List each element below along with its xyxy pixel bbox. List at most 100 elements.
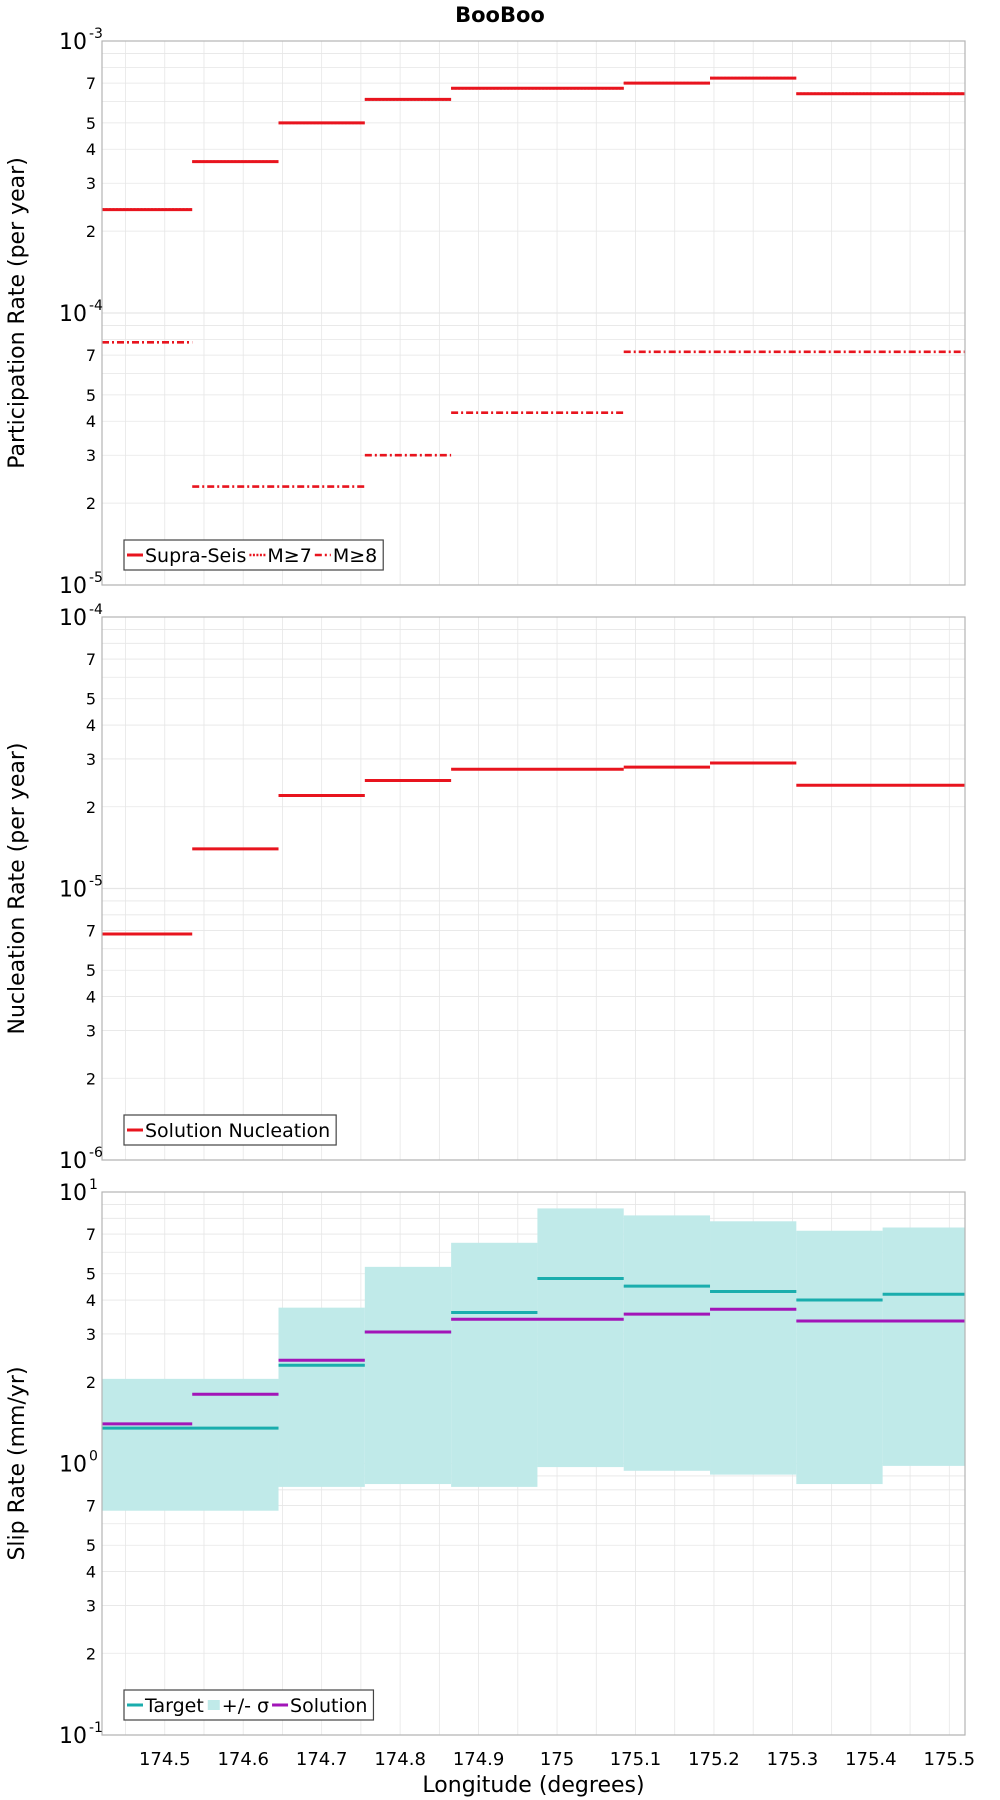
x-tick: 174.5 <box>139 1749 191 1770</box>
y-minor-tick: 2 <box>86 494 96 513</box>
band-segment <box>364 1266 452 1485</box>
legend-label: Supra-Seis <box>145 545 246 567</box>
y-minor-tick: 2 <box>86 1644 96 1663</box>
band-segment <box>623 1215 711 1471</box>
y-minor-tick: 7 <box>86 650 96 669</box>
y-minor-tick: 2 <box>86 1373 96 1392</box>
legend-box <box>123 1114 337 1146</box>
y-major-tick-exp: -4 <box>89 602 103 618</box>
y-major-tick: 10 <box>59 1149 87 1174</box>
legend-label: Solution <box>290 1695 367 1717</box>
x-tick: 175.2 <box>688 1749 740 1770</box>
y-minor-tick: 4 <box>86 412 96 431</box>
y-minor-tick: 4 <box>86 140 96 159</box>
y-minor-tick: 5 <box>86 1536 96 1555</box>
x-tick: 175.5 <box>924 1749 976 1770</box>
x-tick: 174.8 <box>374 1749 426 1770</box>
y-major-tick: 10 <box>59 1453 87 1478</box>
legend-box <box>123 1689 375 1721</box>
grid-lines <box>102 617 965 1161</box>
y-major-tick: 10 <box>59 878 87 903</box>
y-major-tick-exp: 1 <box>89 1177 98 1193</box>
band-segment <box>537 1208 624 1468</box>
y-major-tick: 10 <box>59 1181 87 1206</box>
y-major-tick: 10 <box>59 30 87 55</box>
legend-label: Solution Nucleation <box>145 1120 330 1142</box>
x-tick: 174.9 <box>453 1749 505 1770</box>
band-segment <box>710 1221 797 1475</box>
y-minor-tick: 3 <box>86 1325 96 1344</box>
band-segment <box>278 1307 365 1487</box>
legend: Solution Nucleation <box>123 1114 337 1146</box>
band-segment <box>102 1378 279 1511</box>
y-minor-tick: 7 <box>86 1497 96 1516</box>
band-segment <box>451 1242 538 1487</box>
y-minor-tick: 5 <box>86 114 96 133</box>
x-tick: 175.4 <box>845 1749 897 1770</box>
x-tick: 174.7 <box>296 1749 348 1770</box>
y-minor-tick: 2 <box>86 798 96 817</box>
y-minor-tick: 3 <box>86 750 96 769</box>
y-minor-tick: 7 <box>86 74 96 93</box>
y-minor-tick: 7 <box>86 346 96 365</box>
series-m-8 <box>102 341 965 488</box>
x-tick: 175 <box>540 1749 574 1770</box>
x-axis-label: Longitude (degrees) <box>422 1773 644 1798</box>
grid-lines <box>102 41 965 586</box>
y-major-tick-exp: -4 <box>89 298 103 314</box>
y-minor-tick: 7 <box>86 922 96 941</box>
band-segment <box>796 1230 883 1485</box>
y-minor-tick: 2 <box>86 222 96 241</box>
y-minor-tick: 3 <box>86 174 96 193</box>
figure-title: BooBoo <box>455 3 545 27</box>
y-minor-tick: 5 <box>86 386 96 405</box>
x-tick-labels: 174.5 174.6 174.7 174.8 174.9 175 175.1 175.2 17… <box>139 1749 975 1770</box>
y-minor-tick: 5 <box>86 1265 96 1284</box>
y-major-tick: 10 <box>59 1724 87 1749</box>
y-major-tick-exp: 0 <box>89 1449 98 1465</box>
legend-label: +/- σ <box>222 1695 269 1717</box>
band-segment <box>882 1227 965 1466</box>
plot-frame <box>101 1191 966 1736</box>
series-m-7 <box>102 76 965 211</box>
y-major-tick-exp: -3 <box>89 26 103 42</box>
y-major-tick: 10 <box>59 302 87 327</box>
series-supra-seis <box>102 76 965 212</box>
y-minor-tick: 4 <box>86 716 96 735</box>
plot-frame <box>101 40 966 586</box>
y-minor-tick: 5 <box>86 690 96 709</box>
y-minor-tick: 4 <box>86 988 96 1007</box>
legend: Supra-Seis M≥7 M≥8 <box>123 539 384 571</box>
y-major-tick-exp: -6 <box>89 1145 103 1161</box>
y-minor-tick: 2 <box>86 1069 96 1088</box>
y-minor-tick: 4 <box>86 1563 96 1582</box>
x-tick: 175.1 <box>610 1749 662 1770</box>
y-major-tick: 10 <box>59 606 87 631</box>
legend-label: Target <box>144 1695 204 1717</box>
y-axis-label: Nucleation Rate (per year) <box>5 743 30 1035</box>
sigma-band <box>102 1208 965 1511</box>
y-minor-tick: 7 <box>86 1225 96 1244</box>
legend-label: M≥7 <box>267 545 311 567</box>
legend-label: M≥8 <box>333 545 377 567</box>
y-major-tick-exp: -1 <box>89 1720 103 1736</box>
y-axis-label: Participation Rate (per year) <box>5 157 30 469</box>
y-major-tick-exp: -5 <box>89 874 103 890</box>
y-minor-tick: 3 <box>86 1596 96 1615</box>
series-solution-nucleation <box>102 761 965 936</box>
y-minor-tick: 3 <box>86 446 96 465</box>
y-major-tick-exp: -5 <box>89 570 103 586</box>
x-tick: 175.3 <box>767 1749 819 1770</box>
y-major-tick: 10 <box>59 574 87 599</box>
y-axis-label: Slip Rate (mm/yr) <box>5 1366 30 1560</box>
legend-swatch <box>207 1700 220 1710</box>
y-minor-tick: 5 <box>86 961 96 980</box>
